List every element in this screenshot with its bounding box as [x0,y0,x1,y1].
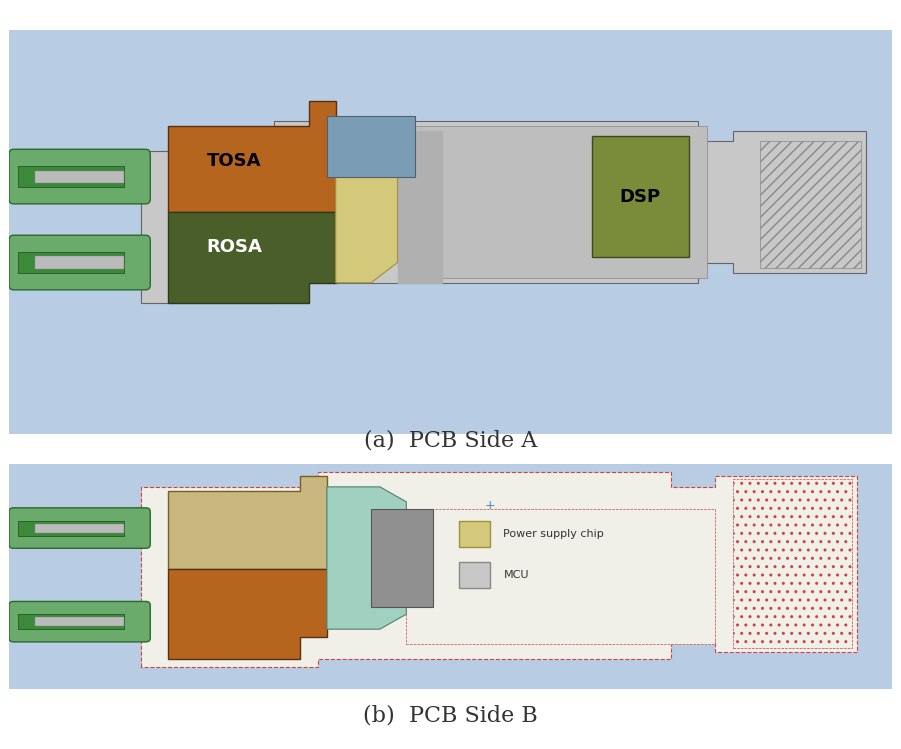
Bar [460,521,490,547]
Polygon shape [327,487,406,629]
Polygon shape [592,136,689,258]
Polygon shape [168,569,327,659]
FancyBboxPatch shape [9,235,150,290]
Polygon shape [327,116,415,177]
Text: DSP: DSP [620,188,661,206]
Polygon shape [371,509,432,607]
Bar [733,479,852,648]
Text: (a)  PCB Side A: (a) PCB Side A [364,429,537,451]
FancyBboxPatch shape [9,508,150,548]
Bar [35,256,123,269]
Bar [406,509,715,644]
Text: MCU: MCU [504,570,529,580]
Text: (b)  PCB Side B: (b) PCB Side B [363,704,538,727]
Bar [18,614,123,629]
Bar [35,524,123,533]
Polygon shape [168,101,336,212]
Bar [18,252,123,273]
Polygon shape [141,121,866,303]
Bar [397,131,441,283]
Bar [460,562,490,588]
Bar [397,126,706,278]
Bar [18,521,123,536]
Polygon shape [336,131,397,283]
Bar [35,617,123,626]
Polygon shape [141,472,857,667]
Bar [18,166,123,187]
Bar [35,171,123,183]
Polygon shape [168,212,336,303]
FancyBboxPatch shape [9,601,150,642]
Text: ROSA: ROSA [206,238,262,256]
Text: Power supply chip: Power supply chip [504,529,605,539]
Text: +: + [485,499,496,512]
Text: TOSA: TOSA [207,152,261,171]
Bar [760,141,861,267]
FancyBboxPatch shape [9,149,150,204]
Polygon shape [168,476,327,569]
